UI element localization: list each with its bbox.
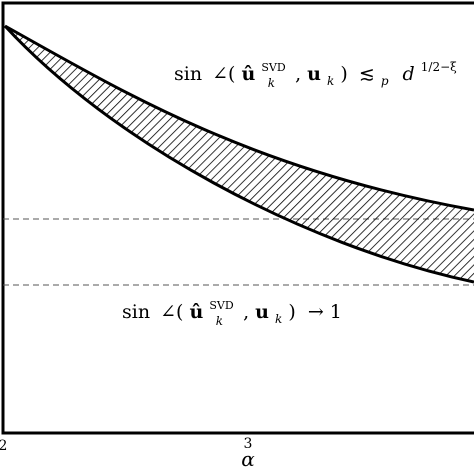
- upper-curve: [4, 24, 474, 212]
- x-tick-3: 3: [244, 436, 253, 452]
- plot-frame: [1, 1, 474, 435]
- x-tick-2: 2: [0, 438, 7, 454]
- lower-annotation: sin ∠( û SVD k , u k ) → 1: [122, 292, 342, 330]
- lower-curve: [3, 24, 474, 284]
- upper-annotation: sin ∠( û SVD k , u k ) ≲ p d 1/2−ξ: [174, 54, 457, 92]
- x-axis-label: α: [241, 447, 255, 471]
- hatched-band: [5, 26, 474, 282]
